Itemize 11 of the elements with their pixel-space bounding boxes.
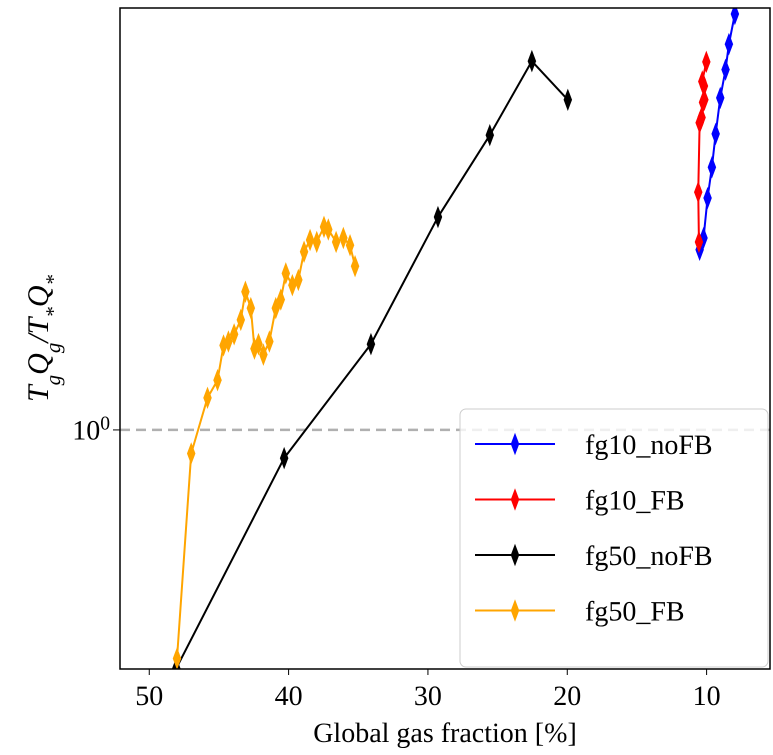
legend-label: fg50_FB: [585, 596, 685, 628]
legend-label: fg10_FB: [585, 485, 685, 516]
x-tick-label: 30: [414, 681, 442, 712]
legend-label: fg10_noFB: [585, 430, 713, 461]
text: 10$^{0}$: [72, 413, 110, 447]
x-tick-label: 20: [553, 681, 582, 712]
x-tick-label: 50: [135, 681, 164, 712]
x-axis-title: Global gas fraction [%]: [313, 718, 577, 749]
x-tick-label: 40: [274, 681, 303, 712]
legend-label: fg50_noFB: [585, 540, 713, 572]
x-tick-label: 10: [692, 681, 721, 712]
